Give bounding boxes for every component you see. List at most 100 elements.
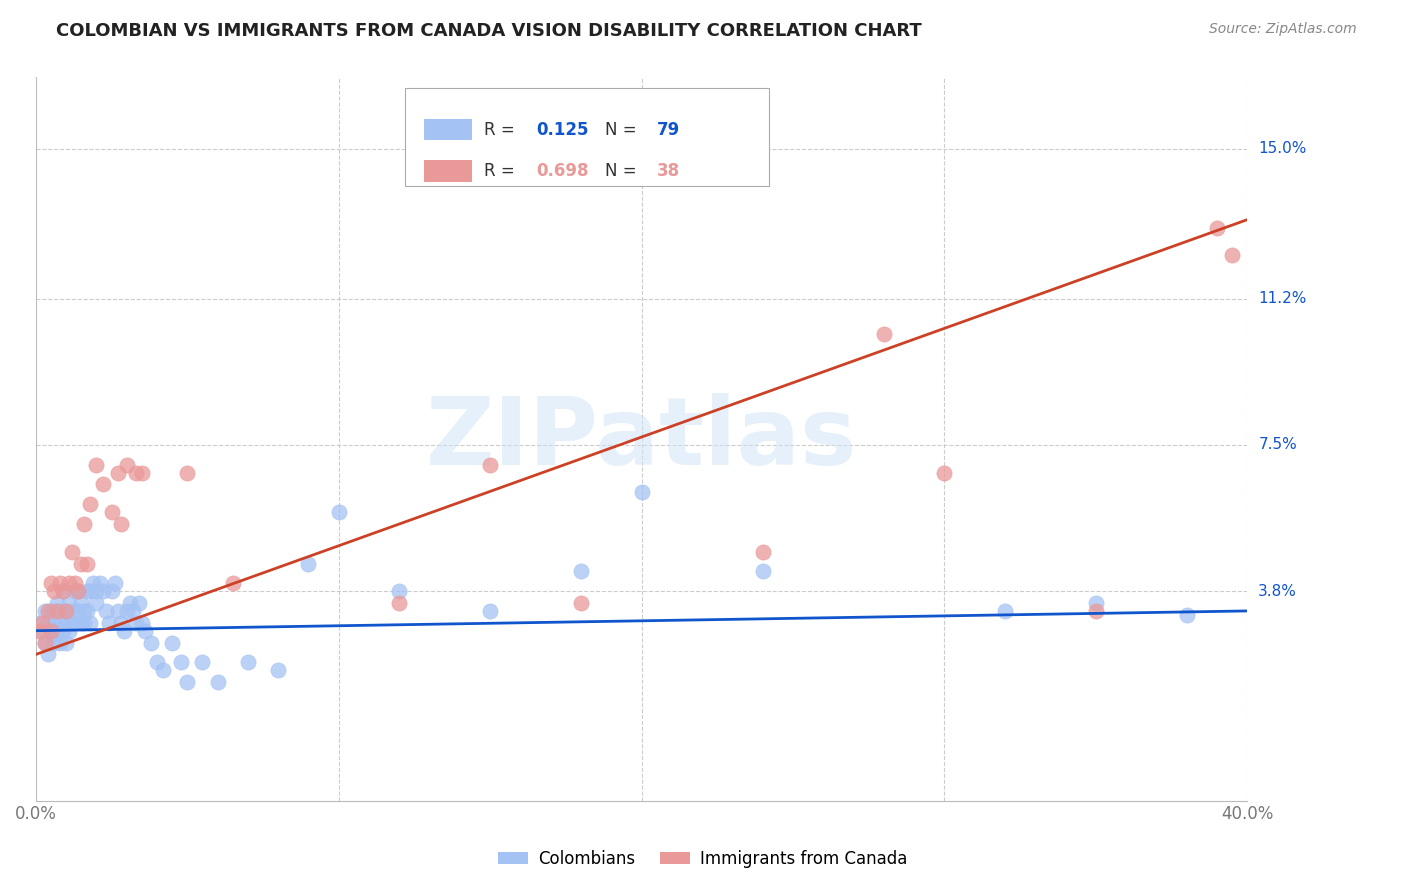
Point (388, 584, 411, 599)
Point (65, 576, 87, 591)
Text: N =: N = (605, 162, 643, 180)
Point (1175, 607, 1198, 622)
Point (39, 624, 62, 638)
Point (479, 604, 502, 618)
Legend: Colombians, Immigrants from Canada: Colombians, Immigrants from Canada (492, 844, 914, 875)
Point (115, 604, 138, 618)
Point (73, 615, 96, 630)
Point (76, 604, 98, 618)
Point (58, 596, 80, 610)
Point (152, 663, 174, 677)
Point (479, 458, 502, 472)
Point (58, 624, 80, 638)
Point (42, 604, 65, 618)
Point (94, 604, 117, 618)
Point (751, 544, 773, 558)
FancyBboxPatch shape (405, 88, 769, 186)
Point (46, 596, 69, 610)
Point (55, 615, 77, 630)
Point (28, 615, 51, 630)
Point (110, 516, 132, 531)
Point (86, 596, 108, 610)
Point (28, 624, 51, 638)
Point (100, 505, 122, 519)
Point (100, 584, 122, 599)
Point (60, 544, 83, 558)
Point (46, 604, 69, 618)
Point (994, 604, 1017, 618)
Point (128, 596, 150, 610)
Point (104, 576, 127, 591)
Text: 79: 79 (657, 120, 681, 138)
Point (79, 615, 101, 630)
Point (76, 584, 98, 599)
Point (131, 466, 153, 480)
Point (236, 655, 259, 669)
Text: 3.8%: 3.8% (1258, 583, 1298, 599)
Point (91, 477, 114, 491)
Point (125, 615, 148, 630)
Text: N =: N = (605, 120, 643, 138)
Point (67, 584, 90, 599)
Point (1084, 604, 1107, 618)
Point (34, 604, 56, 618)
Point (86, 458, 108, 472)
Point (70, 615, 93, 630)
Point (76, 557, 98, 571)
Point (67, 584, 90, 599)
Point (52, 624, 75, 638)
Point (79, 497, 101, 511)
Text: COLOMBIAN VS IMMIGRANTS FROM CANADA VISION DISABILITY CORRELATION CHART: COLOMBIAN VS IMMIGRANTS FROM CANADA VISI… (56, 22, 922, 40)
FancyBboxPatch shape (423, 161, 472, 182)
Point (934, 466, 956, 480)
Point (115, 458, 138, 472)
Point (49, 604, 72, 618)
Point (222, 576, 245, 591)
Point (191, 655, 214, 669)
Point (170, 655, 193, 669)
Point (34, 635, 56, 649)
Point (1220, 248, 1243, 262)
Point (65, 615, 87, 630)
Point (160, 635, 183, 649)
Point (1084, 596, 1107, 610)
Point (42, 584, 65, 599)
Point (73, 516, 96, 531)
Text: 38: 38 (657, 162, 681, 180)
FancyBboxPatch shape (423, 119, 472, 140)
Text: 0.125: 0.125 (536, 120, 589, 138)
Text: ZIPatlas: ZIPatlas (426, 393, 858, 485)
Text: Source: ZipAtlas.com: Source: ZipAtlas.com (1209, 22, 1357, 37)
Point (112, 624, 135, 638)
Point (31, 624, 53, 638)
Point (569, 596, 592, 610)
Point (125, 466, 148, 480)
Point (67, 604, 90, 618)
Point (39, 576, 62, 591)
Point (118, 596, 141, 610)
Point (46, 604, 69, 618)
Point (569, 565, 592, 579)
Point (65, 584, 87, 599)
Point (297, 557, 319, 571)
Point (55, 635, 77, 649)
Point (39, 624, 62, 638)
Point (46, 624, 69, 638)
Point (131, 615, 153, 630)
Point (107, 466, 129, 480)
Point (121, 604, 143, 618)
Point (55, 604, 77, 618)
Point (139, 635, 162, 649)
Point (39, 627, 62, 641)
Text: 11.2%: 11.2% (1258, 292, 1306, 306)
Point (873, 327, 896, 342)
Point (42, 635, 65, 649)
Point (73, 604, 96, 618)
Point (328, 505, 350, 519)
Point (110, 615, 132, 630)
Point (55, 604, 77, 618)
Point (388, 596, 411, 610)
Point (86, 584, 108, 599)
Point (52, 584, 75, 599)
Point (1205, 220, 1227, 235)
